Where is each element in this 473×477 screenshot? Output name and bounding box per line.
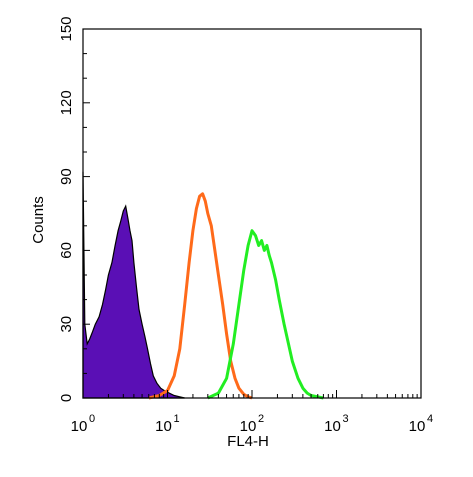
x-tick-label: 10 [240, 418, 257, 435]
plot-area [82, 171, 324, 400]
x-tick-label: 10 [71, 418, 88, 435]
x-tick-exponent: 2 [258, 413, 264, 425]
x-tick-label: 10 [409, 418, 426, 435]
series-2-histogram-line [207, 229, 324, 400]
x-tick-exponent: 1 [173, 413, 179, 425]
x-tick-exponent: 4 [427, 413, 433, 425]
y-tick-label: 60 [58, 242, 75, 259]
y-tick-label: 150 [58, 16, 75, 41]
y-tick-label: 0 [58, 394, 75, 402]
y-tick-label: 90 [58, 168, 75, 185]
x-tick-label: 10 [155, 418, 172, 435]
series-1-histogram-line [148, 192, 253, 400]
x-tick-exponent: 0 [89, 413, 95, 425]
x-tick-label: 10 [324, 418, 341, 435]
y-tick-label: 120 [58, 90, 75, 115]
y-tick-label: 30 [58, 316, 75, 333]
series-0-filled-histogram [82, 171, 185, 399]
y-axis-title: Counts [30, 196, 47, 244]
x-tick-exponent: 3 [342, 413, 348, 425]
x-axis-title: FL4-H [227, 433, 269, 450]
